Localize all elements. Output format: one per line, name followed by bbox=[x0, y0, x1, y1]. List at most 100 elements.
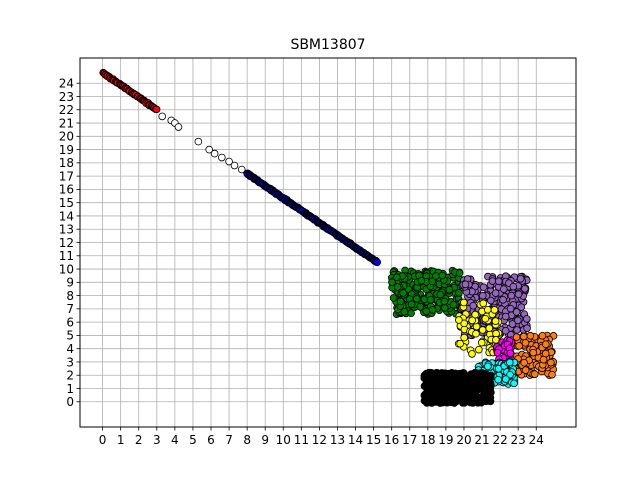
data-point bbox=[455, 289, 463, 297]
data-point bbox=[523, 324, 531, 333]
y-tick-label: 17 bbox=[59, 169, 74, 183]
data-point bbox=[512, 333, 521, 341]
data-point bbox=[492, 336, 500, 344]
data-point bbox=[494, 277, 503, 286]
y-tick-label: 19 bbox=[59, 143, 74, 157]
data-point bbox=[453, 375, 462, 384]
x-tick-label: 0 bbox=[99, 433, 107, 447]
data-point bbox=[399, 289, 407, 297]
data-point bbox=[468, 316, 476, 325]
data-point bbox=[519, 332, 528, 341]
data-point bbox=[485, 324, 494, 332]
data-point bbox=[396, 297, 405, 306]
y-tick-label: 13 bbox=[59, 223, 74, 237]
data-point bbox=[472, 394, 481, 403]
y-tick-label: 16 bbox=[59, 183, 74, 197]
data-point bbox=[542, 340, 550, 349]
data-point bbox=[426, 388, 434, 397]
data-point bbox=[521, 366, 530, 374]
y-tick-label: 14 bbox=[59, 209, 74, 223]
x-tick-label: 3 bbox=[153, 433, 161, 447]
data-point bbox=[514, 316, 522, 325]
data-point bbox=[436, 290, 445, 299]
x-tick-label: 24 bbox=[529, 433, 544, 447]
data-point bbox=[469, 301, 478, 310]
data-point bbox=[510, 379, 518, 388]
data-point bbox=[507, 291, 516, 300]
data-point bbox=[393, 283, 402, 291]
chart-title: SBM13807 bbox=[290, 37, 365, 53]
y-tick-label: 1 bbox=[66, 382, 74, 396]
data-point bbox=[529, 348, 538, 357]
y-tick-label: 7 bbox=[66, 302, 74, 316]
data-point bbox=[515, 342, 523, 350]
data-point bbox=[430, 379, 438, 388]
data-point bbox=[499, 285, 508, 293]
y-tick-label: 8 bbox=[66, 289, 74, 303]
data-point bbox=[459, 298, 468, 307]
y-tick-label: 10 bbox=[59, 262, 74, 276]
y-tick-label: 5 bbox=[66, 329, 74, 343]
data-point bbox=[517, 303, 526, 311]
data-point bbox=[486, 393, 495, 402]
data-point bbox=[416, 302, 425, 311]
x-tick-label: 1 bbox=[117, 433, 125, 447]
x-tick-label: 9 bbox=[261, 433, 269, 447]
x-tick-label: 16 bbox=[384, 433, 399, 447]
data-point bbox=[501, 312, 510, 321]
x-tick-label: 20 bbox=[456, 433, 471, 447]
data-point bbox=[494, 375, 502, 384]
data-point bbox=[447, 384, 455, 393]
x-tick-label: 6 bbox=[207, 433, 215, 447]
y-tick-label: 4 bbox=[66, 342, 74, 356]
data-point bbox=[389, 294, 398, 302]
data-point bbox=[388, 278, 396, 287]
data-point bbox=[488, 277, 497, 285]
data-point bbox=[417, 276, 426, 285]
data-point bbox=[455, 316, 463, 324]
data-point bbox=[506, 304, 515, 313]
data-point bbox=[428, 277, 437, 286]
data-point bbox=[521, 284, 529, 293]
x-tick-label: 22 bbox=[492, 433, 507, 447]
data-point bbox=[460, 333, 468, 342]
y-tick-label: 11 bbox=[59, 249, 74, 263]
data-point bbox=[441, 304, 449, 312]
data-point bbox=[538, 331, 547, 340]
data-point bbox=[373, 258, 382, 267]
data-point bbox=[475, 345, 483, 354]
data-point bbox=[449, 300, 458, 309]
data-point bbox=[455, 269, 464, 277]
x-tick-label: 21 bbox=[474, 433, 489, 447]
data-point bbox=[501, 375, 510, 383]
data-point bbox=[509, 282, 518, 291]
x-tick-label: 15 bbox=[366, 433, 381, 447]
x-tick-label: 18 bbox=[420, 433, 435, 447]
y-tick-label: 0 bbox=[66, 395, 74, 409]
y-tick-label: 12 bbox=[59, 236, 74, 250]
data-point bbox=[506, 358, 514, 367]
data-point bbox=[479, 299, 488, 308]
data-points bbox=[99, 68, 558, 407]
data-point bbox=[230, 161, 239, 170]
data-point bbox=[457, 392, 465, 401]
data-point bbox=[194, 137, 203, 146]
data-point bbox=[491, 317, 500, 325]
data-point bbox=[237, 165, 246, 174]
data-point bbox=[492, 329, 500, 338]
data-point bbox=[499, 295, 507, 304]
data-point bbox=[486, 296, 495, 305]
data-point bbox=[478, 291, 487, 300]
data-point bbox=[506, 349, 515, 358]
x-tick-label: 2 bbox=[135, 433, 143, 447]
data-point bbox=[526, 331, 535, 340]
data-point bbox=[210, 149, 219, 158]
data-point bbox=[444, 395, 453, 404]
data-point bbox=[508, 320, 517, 328]
x-tick-label: 23 bbox=[511, 433, 526, 447]
data-point bbox=[523, 315, 531, 323]
data-point bbox=[428, 306, 437, 314]
x-tick-label: 12 bbox=[312, 433, 327, 447]
data-point bbox=[547, 358, 555, 367]
